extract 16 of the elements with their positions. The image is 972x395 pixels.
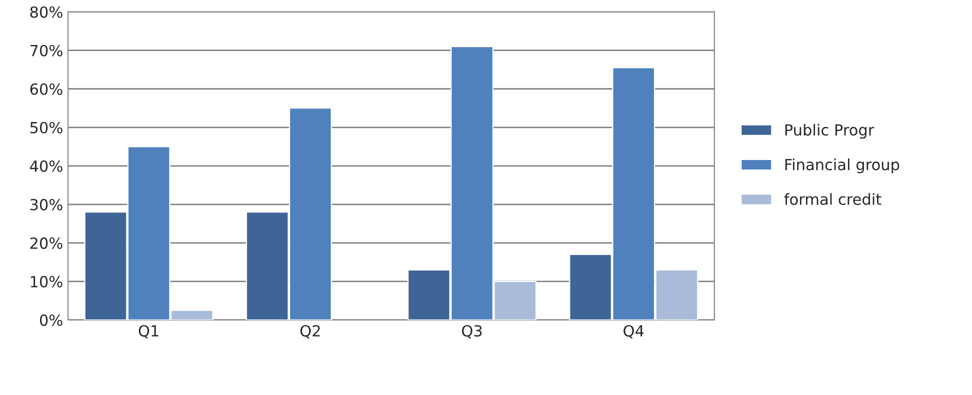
y-tick-label: 50% (30, 122, 62, 134)
y-tick-label: 80% (30, 6, 62, 18)
y-tick-label: 0% (40, 314, 62, 326)
x-tick-label: Q3 (462, 325, 482, 338)
y-tick-label: 30% (30, 198, 62, 210)
x-tick-label: Q4 (624, 325, 644, 338)
y-tick-label: 20% (30, 237, 62, 249)
x-tick-label: Q2 (300, 325, 320, 338)
x-tick-label: Q1 (138, 325, 158, 338)
y-tick-label: 70% (30, 44, 62, 56)
legend-label: formal credit (784, 193, 882, 205)
y-tick-label: 40% (30, 160, 62, 172)
y-tick-label: 10% (30, 276, 62, 288)
y-tick-label: 60% (30, 83, 62, 95)
legend-label: Public Progr (785, 124, 874, 139)
legend-label: Financial group (785, 158, 900, 174)
